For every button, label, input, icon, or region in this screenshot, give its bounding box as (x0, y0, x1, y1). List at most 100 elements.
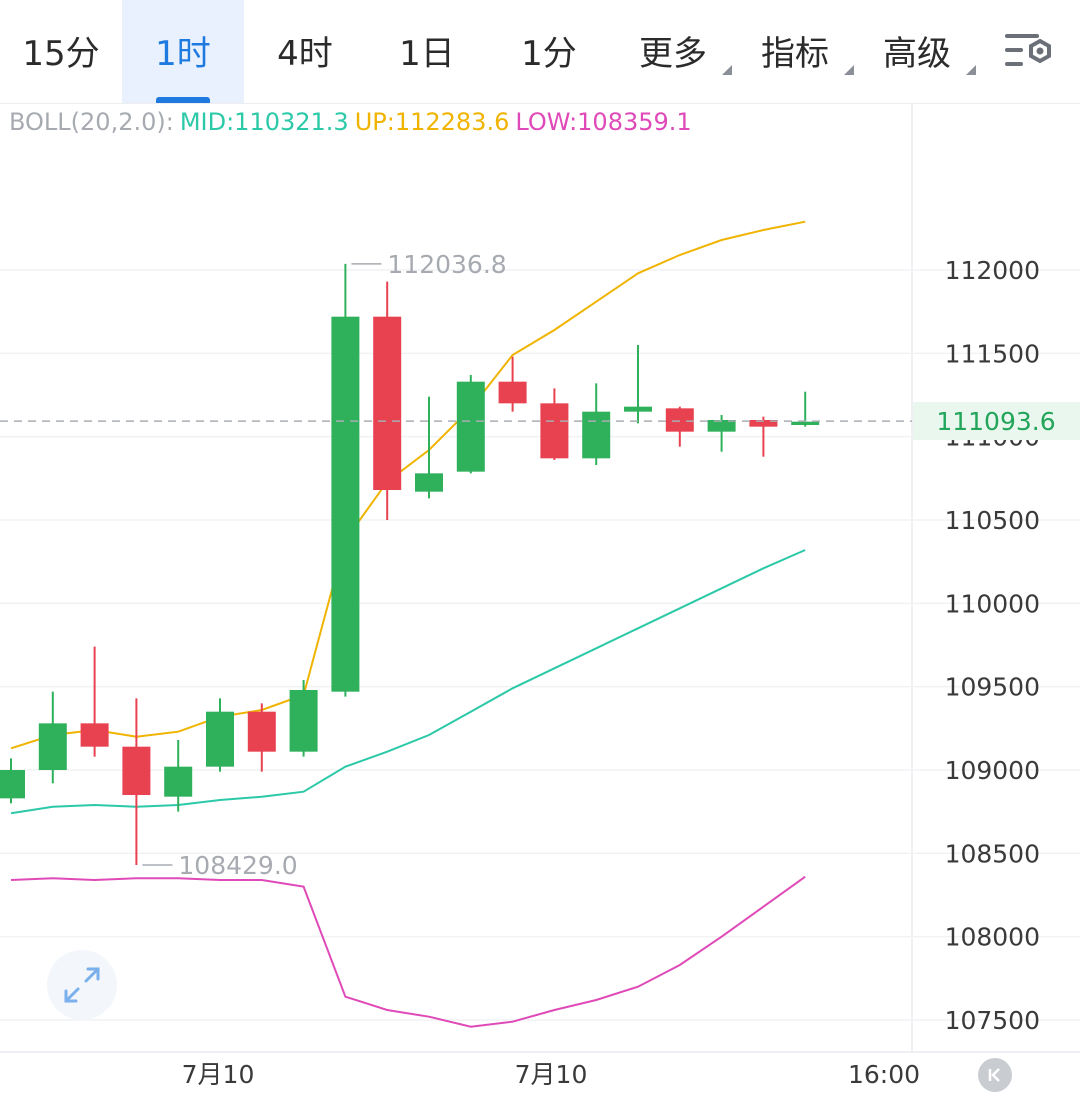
candle (206, 698, 234, 772)
candle (415, 396, 443, 499)
candle (707, 415, 736, 452)
candle-body (791, 421, 820, 426)
boll-indicator-legend: BOLL(20,2.0): MID:110321.3 UP:112283.6 LOW:… (9, 108, 698, 136)
tab-1m-label: 1分 (521, 34, 577, 74)
candle (247, 703, 276, 772)
tab-4h-label: 4时 (277, 34, 333, 74)
chart-settings-icon (1005, 34, 1051, 66)
max-price-label: 112036.8 (387, 250, 506, 279)
timeframe-tabbar: 15分 1时 4时 1日 1分 更多 指标 高级 (0, 0, 1080, 104)
candle (80, 646, 109, 757)
tab-1h-label: 1时 (155, 34, 211, 74)
y-tick-label: 108000 (945, 923, 1040, 952)
candle (582, 383, 611, 466)
candle-body (749, 420, 778, 427)
candle-body (498, 381, 527, 404)
chart-settings-button[interactable] (1002, 28, 1058, 76)
candle-body (540, 403, 569, 459)
candle-body (624, 406, 652, 412)
tab-1m[interactable]: 1分 (488, 0, 610, 103)
tab-15m[interactable]: 15分 (0, 0, 122, 103)
fullscreen-button[interactable] (47, 950, 117, 1020)
candle (791, 391, 820, 427)
candle-body (707, 420, 736, 432)
boll-low-value: LOW:108359.1 (515, 108, 692, 136)
tab-15m-label: 15分 (22, 34, 100, 74)
candle (373, 281, 402, 521)
candle-body (122, 746, 151, 796)
expand-icon (64, 967, 100, 1003)
candle-body (247, 711, 276, 752)
candle-body (38, 723, 67, 771)
candle-body (289, 690, 318, 752)
boll-up-value: UP:112283.6 (354, 108, 510, 136)
tab-underline (156, 97, 210, 103)
x-tick-label: 7月10 (515, 1060, 588, 1089)
y-tick-label: 109000 (945, 756, 1040, 785)
jump-to-start-button[interactable] (978, 1058, 1012, 1092)
boll-mid-value: MID:110321.3 (179, 108, 349, 136)
candle (0, 758, 25, 804)
tab-1d-label: 1日 (399, 34, 455, 74)
current-price-label: 111093.6 (936, 407, 1055, 436)
dropdown-caret-icon (722, 65, 732, 75)
boll-name: BOLL(20,2.0): (9, 108, 174, 136)
tab-more[interactable]: 更多 (612, 0, 734, 103)
tab-advanced-label: 高级 (883, 34, 951, 74)
candle (331, 263, 360, 697)
candle (540, 388, 569, 461)
boll-lower-line (10, 875, 806, 1028)
candle-body (582, 411, 611, 459)
tab-1h[interactable]: 1时 (122, 0, 244, 103)
y-tick-label: 111000 (945, 423, 1040, 452)
tab-indicators-label: 指标 (761, 34, 829, 74)
x-tick-label: 16:00 (848, 1060, 920, 1089)
y-tick-label: 110000 (945, 589, 1040, 618)
y-tick-label: 110500 (945, 506, 1040, 535)
tab-indicators[interactable]: 指标 (734, 0, 856, 103)
y-axis: 112000 111500 111000 110500 110000 109500 1090… (945, 256, 1040, 1035)
y-tick-label: 107500 (945, 1006, 1040, 1035)
tab-advanced[interactable]: 高级 (856, 0, 978, 103)
tab-4h[interactable]: 4时 (244, 0, 366, 103)
candle-body (665, 408, 694, 432)
x-axis: 7月10 7月10 16:00 (182, 1060, 920, 1089)
candle-body (164, 766, 193, 797)
boll-bands (10, 220, 806, 1028)
tab-1d[interactable]: 1日 (366, 0, 488, 103)
dropdown-caret-icon (966, 65, 976, 75)
boll-upper-line (10, 220, 806, 750)
dropdown-caret-icon (844, 65, 854, 75)
candle-body (206, 711, 234, 767)
candle (38, 691, 67, 784)
candle (164, 740, 193, 812)
candle (665, 406, 694, 447)
current-price-tag (913, 402, 1080, 441)
y-tick-label: 112000 (945, 256, 1040, 285)
x-tick-label: 7月10 (182, 1060, 255, 1089)
tab-more-label: 更多 (639, 34, 707, 74)
chart-grid (0, 104, 1080, 1053)
y-tick-label: 108500 (945, 839, 1040, 868)
extreme-markers: 112036.8 108429.0 (142, 250, 507, 880)
candle-body (456, 381, 485, 472)
candle-body (80, 723, 109, 747)
skip-back-icon (988, 1068, 1000, 1082)
y-tick-label: 111500 (945, 339, 1040, 368)
candle (122, 698, 151, 866)
boll-mid-line (10, 549, 806, 815)
min-price-label: 108429.0 (178, 851, 297, 880)
current-price-line: 111093.6 (0, 402, 1080, 441)
y-tick-label: 109500 (945, 673, 1040, 702)
candle (289, 680, 318, 757)
candle-body (0, 770, 25, 799)
candle (498, 356, 527, 412)
candle-body (373, 316, 402, 491)
candle (624, 345, 652, 424)
candle-body (331, 316, 360, 692)
candle-body (415, 473, 443, 492)
candles (0, 263, 820, 866)
candle (749, 416, 778, 457)
candle (456, 375, 485, 474)
